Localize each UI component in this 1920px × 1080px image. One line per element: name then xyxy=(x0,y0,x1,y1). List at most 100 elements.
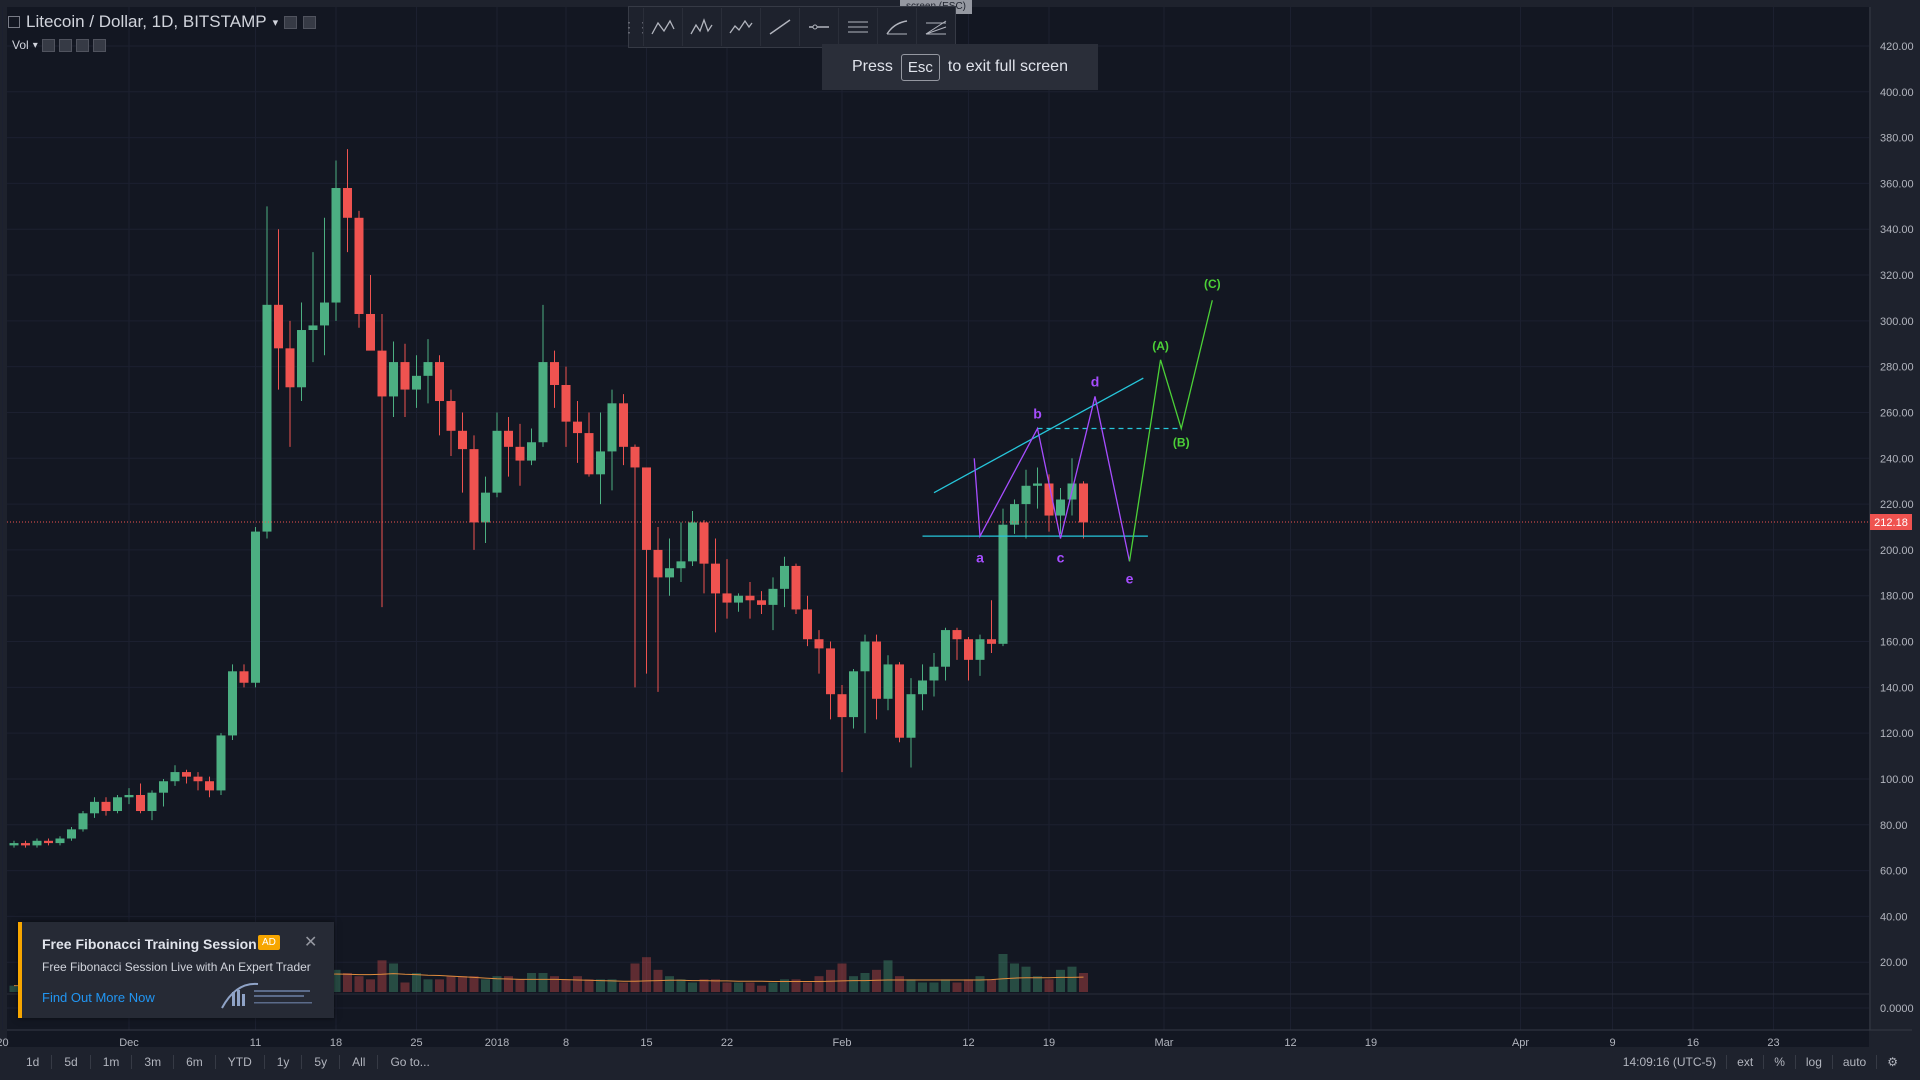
volume-bar xyxy=(837,963,847,992)
candle-body xyxy=(826,648,835,695)
volume-bar xyxy=(458,976,467,992)
candle-body xyxy=(596,451,605,475)
volume-bar xyxy=(469,976,479,992)
candle-body xyxy=(21,843,30,846)
collapse-icon[interactable] xyxy=(8,16,20,28)
candle-body xyxy=(676,561,686,569)
candle-body xyxy=(193,776,203,782)
volume-bar xyxy=(711,979,720,992)
candle-body xyxy=(711,563,720,594)
range-1y[interactable]: 1y xyxy=(265,1055,303,1069)
volume-bar xyxy=(1067,966,1077,992)
log-scale-toggle[interactable]: log xyxy=(1796,1055,1833,1069)
extended-hours-toggle[interactable]: ext xyxy=(1727,1055,1765,1069)
volume-bar xyxy=(435,979,444,992)
candle-body xyxy=(55,838,65,844)
candle-body xyxy=(791,565,801,610)
eye-icon[interactable] xyxy=(41,38,55,52)
volume-bar xyxy=(584,979,594,992)
range-5d[interactable]: 5d xyxy=(52,1055,91,1069)
range-3m[interactable]: 3m xyxy=(132,1055,175,1069)
volume-bar xyxy=(768,982,778,992)
volume-bar xyxy=(780,979,789,992)
volume-bar xyxy=(722,982,732,992)
time-tick-label: Dec xyxy=(119,1037,139,1049)
volume-legend[interactable]: Vol ▾ xyxy=(12,38,106,52)
range-all[interactable]: All xyxy=(340,1055,379,1069)
auto-scale-toggle[interactable]: auto xyxy=(1833,1055,1878,1069)
elliott-wave-icon[interactable] xyxy=(721,8,760,46)
candle-body xyxy=(366,313,375,351)
volume-bar xyxy=(665,976,674,992)
gear-icon[interactable]: ⚙ xyxy=(1887,1055,1898,1069)
ad-cta-link[interactable]: Find Out More Now xyxy=(42,990,155,1005)
volume-bar xyxy=(941,979,950,992)
symbol-title[interactable]: Litecoin / Dollar, 1D, BITSTAMP xyxy=(26,12,267,31)
trend-line-icon[interactable] xyxy=(760,8,799,46)
time-tick-label: 9 xyxy=(1609,1037,1615,1049)
chevron-down-icon[interactable]: ▾ xyxy=(32,39,38,51)
ad-title[interactable]: Free Fibonacci Training Session xyxy=(42,936,257,952)
volume-bar xyxy=(803,982,812,992)
volume-bar xyxy=(895,976,904,992)
time-tick-label: 19 xyxy=(1043,1037,1055,1049)
abcd-pattern-icon[interactable] xyxy=(643,8,682,46)
wave-label-b: (B) xyxy=(1173,436,1190,450)
range-5y[interactable]: 5y xyxy=(302,1055,341,1069)
drag-handle-icon[interactable]: ⋮⋮ xyxy=(622,18,650,35)
candle-body xyxy=(780,565,789,589)
symbol-header[interactable]: Litecoin / Dollar, 1D, BITSTAMP ▾ xyxy=(8,12,317,32)
add-icon[interactable] xyxy=(75,38,89,52)
range-1m[interactable]: 1m xyxy=(91,1055,133,1069)
candle-body xyxy=(883,664,893,699)
price-tick-label: 20.00 xyxy=(1880,957,1908,969)
range-ytd[interactable]: YTD xyxy=(216,1055,265,1069)
brush-icon[interactable] xyxy=(877,8,916,46)
candle-body xyxy=(665,568,674,578)
candle-body xyxy=(1010,504,1019,525)
esc-key: Esc xyxy=(900,53,940,81)
settings-icon[interactable] xyxy=(303,15,317,29)
candle-body xyxy=(561,384,571,422)
volume-bar xyxy=(860,973,870,992)
wave-label-a: (A) xyxy=(1152,339,1169,353)
horizontal-ray-icon[interactable] xyxy=(799,8,838,46)
candle-body xyxy=(872,641,881,699)
clock[interactable]: 14:09:16 (UTC-5) xyxy=(1613,1055,1728,1069)
candle-body xyxy=(251,531,260,683)
drawing-toolbar[interactable]: ⋮⋮ xyxy=(622,6,956,48)
close-icon[interactable] xyxy=(92,38,106,52)
range-6m[interactable]: 6m xyxy=(174,1055,216,1069)
close-icon[interactable]: ✕ xyxy=(304,934,318,951)
candle-body xyxy=(619,403,628,447)
volume-bar xyxy=(872,969,881,992)
goto-button[interactable]: Go to... xyxy=(390,1055,430,1069)
candle-body xyxy=(124,794,134,798)
eye-icon[interactable] xyxy=(284,15,298,29)
candle-body xyxy=(228,671,237,736)
percent-scale-toggle[interactable]: % xyxy=(1764,1055,1796,1069)
price-tick-label: 120.00 xyxy=(1880,728,1914,740)
abc-projection-path[interactable] xyxy=(1128,300,1213,562)
triangle-wave-path[interactable] xyxy=(973,396,1131,562)
fib-fan-icon[interactable] xyxy=(916,8,955,46)
volume-label[interactable]: Vol xyxy=(12,38,29,52)
range-1d[interactable]: 1d xyxy=(14,1055,53,1069)
volume-bar xyxy=(596,979,605,992)
volume-bar xyxy=(1079,973,1088,992)
parallel-channel-icon[interactable] xyxy=(838,8,877,46)
price-tick-label: 340.00 xyxy=(1880,224,1914,236)
settings-icon[interactable] xyxy=(58,38,72,52)
ad-banner[interactable]: Free Fibonacci Training Session AD ✕ Fre… xyxy=(18,922,334,1018)
candle-body xyxy=(308,325,318,331)
fullscreen-notice: Press Esc to exit full screen xyxy=(822,44,1098,90)
head-shoulders-icon[interactable] xyxy=(682,8,721,46)
volume-bar xyxy=(423,979,433,992)
exit-text: to exit full screen xyxy=(947,58,1068,75)
candle-body xyxy=(400,362,410,390)
volume-bar xyxy=(446,976,456,992)
chevron-down-icon[interactable]: ▾ xyxy=(272,16,279,29)
candle-body xyxy=(745,595,755,601)
